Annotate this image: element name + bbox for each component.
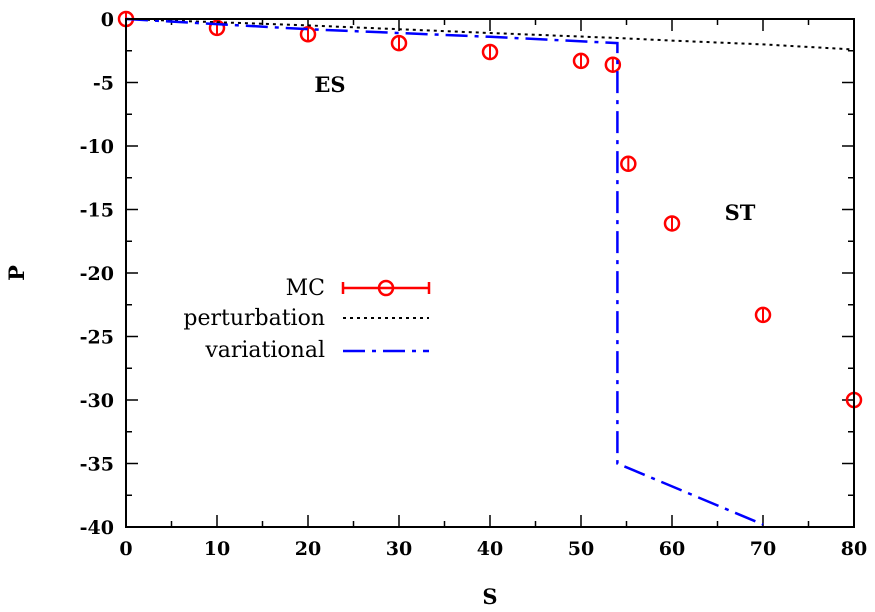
- x-tick-label: 0: [119, 538, 132, 560]
- region-label-st: ST: [725, 200, 756, 225]
- legend-label-perturbation: perturbation: [183, 306, 325, 331]
- mc-marker: [663, 215, 681, 232]
- y-tick-label: -5: [93, 73, 114, 95]
- legend-label-mc: MC: [286, 276, 325, 301]
- series-layer: [117, 10, 863, 526]
- mc-marker: [208, 19, 226, 37]
- x-tick-label: 20: [295, 538, 321, 560]
- mc-marker: [481, 43, 499, 61]
- x-tick-label: 60: [659, 538, 685, 560]
- mc-marker: [604, 56, 622, 73]
- y-tick-label: -20: [80, 263, 114, 285]
- y-tick-label: -35: [80, 454, 114, 476]
- x-tick-label: 50: [568, 538, 594, 560]
- mc-data-point: [390, 34, 408, 52]
- mc-marker: [299, 25, 317, 43]
- legend: MC perturbation variational: [183, 276, 431, 363]
- y-axis-label: P: [4, 265, 29, 281]
- mc-marker: [620, 155, 637, 173]
- x-tick-label: 10: [204, 538, 230, 560]
- mc-marker: [572, 52, 590, 70]
- y-tick-label: -40: [80, 517, 114, 539]
- y-tick-label: 0: [101, 9, 114, 31]
- y-tick-label: -15: [80, 200, 114, 222]
- region-label-es: ES: [314, 72, 345, 97]
- y-tick-label: -25: [80, 327, 114, 349]
- x-tick-label: 30: [386, 538, 412, 560]
- y-tick-label: -30: [80, 390, 114, 412]
- mc-data-point: [620, 155, 637, 173]
- x-tick-label: 80: [841, 538, 867, 560]
- variational-line: [125, 17, 764, 526]
- x-tick-label: 70: [750, 538, 776, 560]
- x-tick-label: 40: [477, 538, 503, 560]
- mc-data-point: [481, 43, 499, 61]
- x-axis-label: S: [482, 584, 497, 609]
- mc-data-point: [299, 25, 317, 43]
- mc-data-point: [572, 52, 590, 70]
- mc-data-point: [604, 56, 622, 73]
- perturbation-line: [125, 18, 855, 51]
- plot-frame: [125, 18, 855, 528]
- mc-marker: [390, 34, 408, 52]
- mc-marker: [754, 306, 772, 324]
- axis-ticks: 0 10 20 30 40 50 60 70 80 0 -5 -10 -15 -20 -25 -30 -35 -4…: [80, 9, 868, 560]
- legend-swatch-mc: [341, 279, 431, 297]
- legend-label-variational: variational: [204, 338, 325, 363]
- y-tick-label: -10: [80, 136, 114, 158]
- mc-data-point: [663, 215, 681, 232]
- mc-data-point: [754, 306, 772, 324]
